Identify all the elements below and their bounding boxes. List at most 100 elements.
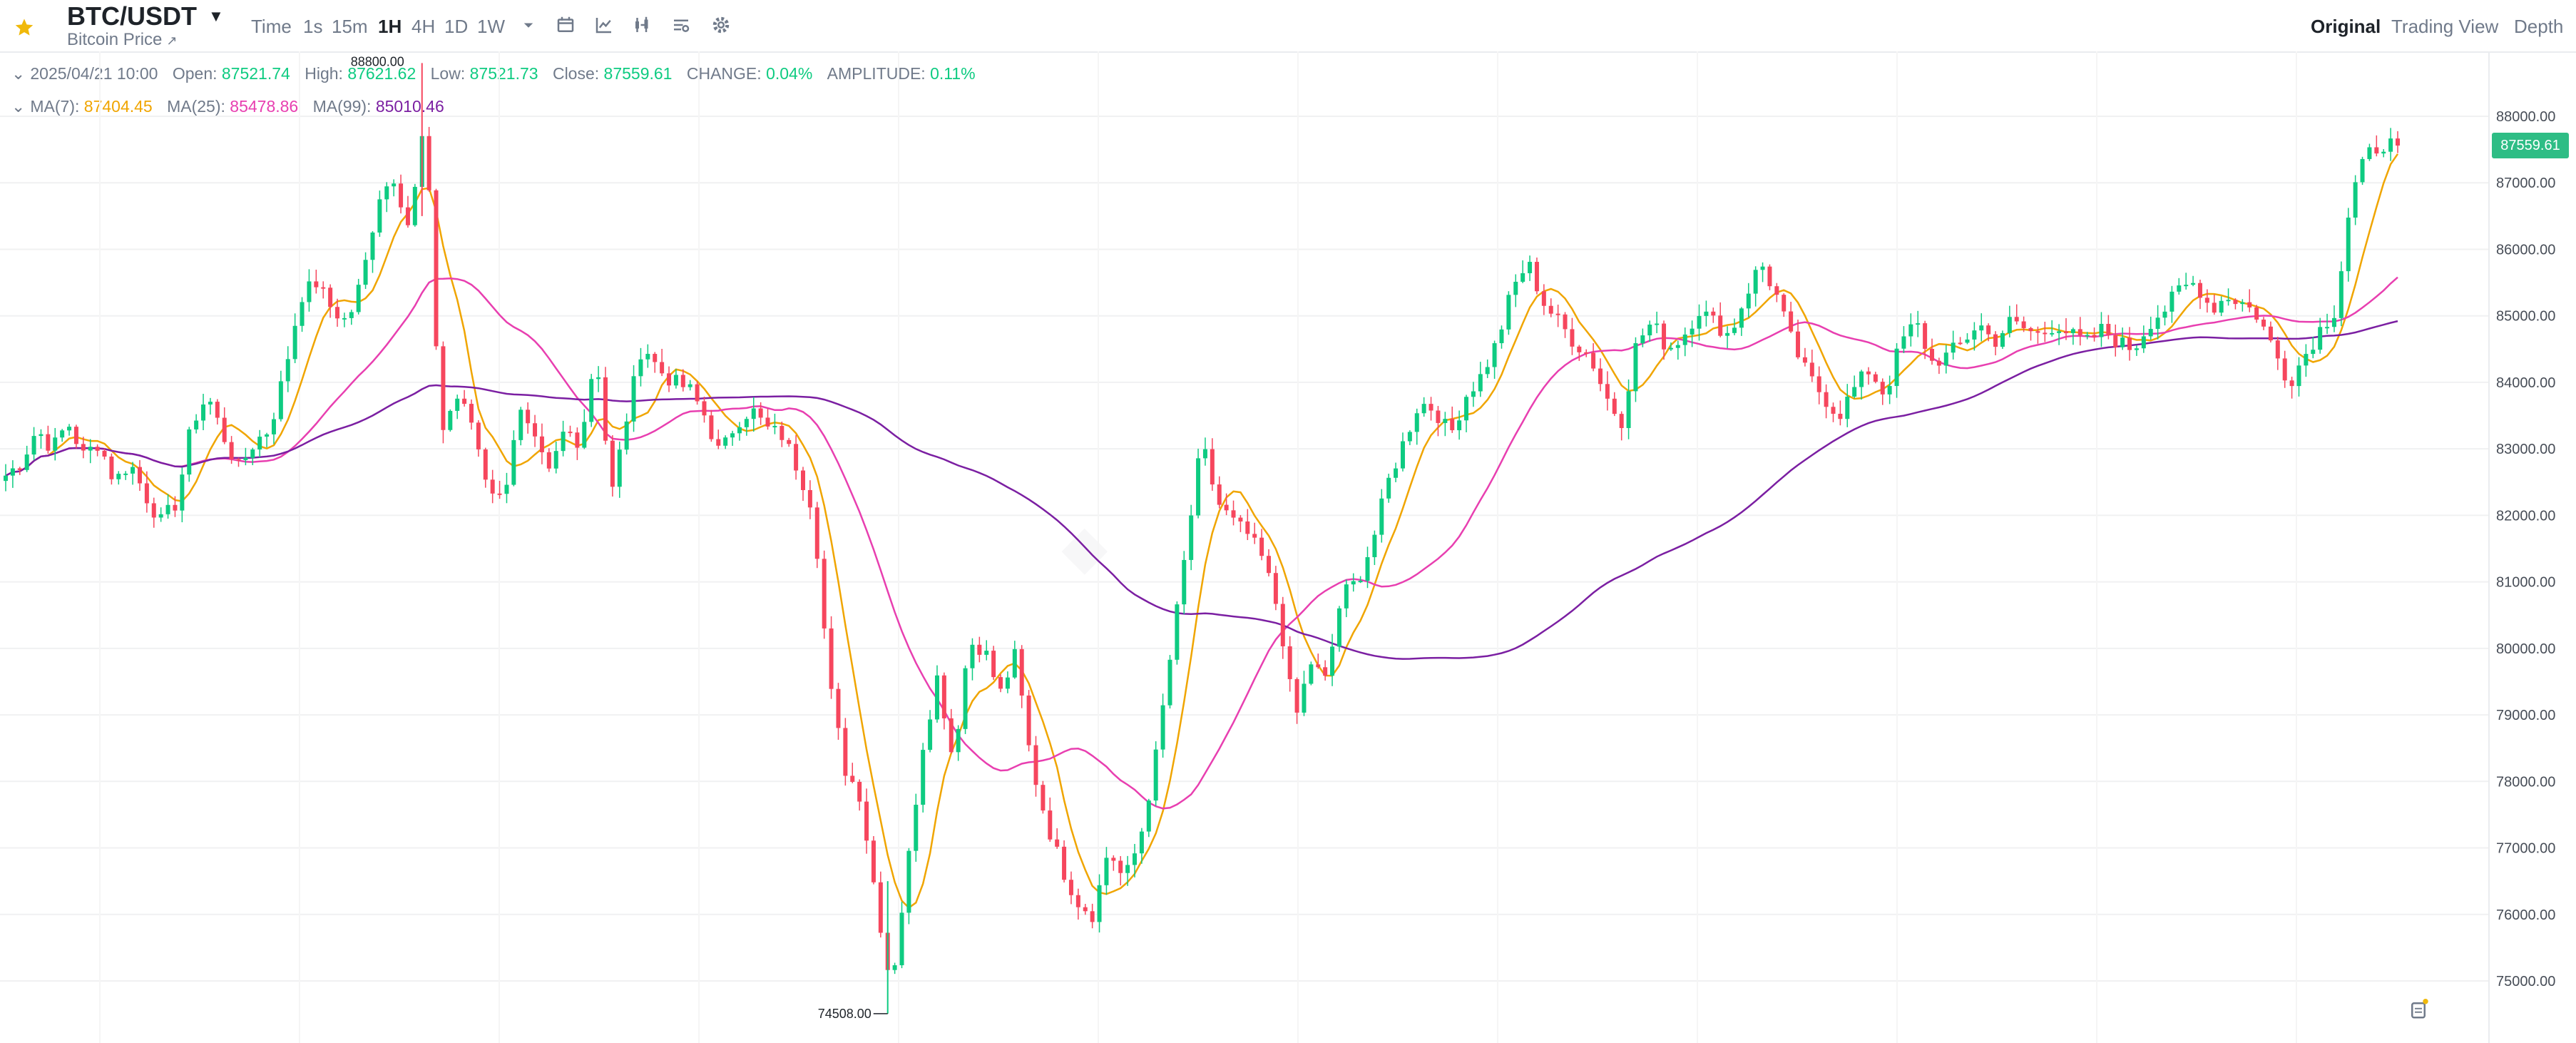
price-tick-label: 86000.00 xyxy=(2496,242,2555,258)
asset-subtitle[interactable]: Bitcoin Price ↗ xyxy=(67,30,177,50)
candles xyxy=(4,63,2400,1014)
candle-body xyxy=(1224,504,1229,511)
candlestick-chart[interactable]: 75000.00 76000.00 77000.00 78000.00 79000.00… xyxy=(0,51,2576,1043)
candle-body xyxy=(102,450,107,457)
candle-body xyxy=(1365,557,1370,581)
close-value: 87559.61 xyxy=(603,64,673,83)
caret-down-icon: ▼ xyxy=(208,7,224,25)
timeframe-time[interactable]: Time xyxy=(251,16,292,37)
candle-body xyxy=(1125,865,1130,873)
candle-body xyxy=(1111,858,1116,861)
tab-original[interactable]: Original xyxy=(2311,16,2381,37)
ma7-line xyxy=(5,153,2399,910)
candle-body xyxy=(1097,885,1102,922)
high-label: High: xyxy=(305,64,343,83)
candle-body xyxy=(1711,311,1716,316)
candle-body xyxy=(1471,391,1476,397)
timeframe-1s[interactable]: 1s xyxy=(303,16,323,37)
timeframe-1h[interactable]: 1H xyxy=(378,16,402,37)
candle-body xyxy=(695,384,700,402)
candle-body xyxy=(906,850,911,913)
candle-body xyxy=(1760,266,1765,270)
price-tick-label: 82000.00 xyxy=(2496,508,2555,524)
candle-body xyxy=(1068,880,1073,895)
candle-body xyxy=(2212,302,2217,313)
candle-body xyxy=(667,373,672,386)
candle-body xyxy=(1972,330,1977,340)
tab-trading-view[interactable]: Trading View xyxy=(2391,16,2499,37)
candle-body xyxy=(787,439,792,444)
candle-body xyxy=(2353,182,2358,218)
candle-body xyxy=(1019,648,1024,696)
candle-body xyxy=(928,719,933,751)
ma-info-line: ⌄ MA(7): 87404.45 MA(25): 85478.86 MA(99… xyxy=(11,97,444,116)
calendar-icon[interactable] xyxy=(555,14,576,36)
candle-body xyxy=(1175,604,1180,660)
candle-body xyxy=(589,379,594,422)
candle-body xyxy=(1309,664,1314,684)
timeframe-1d[interactable]: 1D xyxy=(444,16,469,37)
candle-body xyxy=(2275,340,2280,359)
layout-icon[interactable] xyxy=(670,14,692,36)
candle-body xyxy=(2261,319,2266,327)
candle-body xyxy=(1153,749,1158,801)
low-value: 87521.73 xyxy=(469,64,538,83)
candle-body xyxy=(2099,324,2104,337)
candle-body xyxy=(180,474,185,511)
candle-body xyxy=(1845,396,1850,419)
tab-depth[interactable]: Depth xyxy=(2514,16,2564,37)
candle-body xyxy=(631,376,636,422)
candle-body xyxy=(1146,800,1151,832)
candle-body xyxy=(1436,410,1441,423)
candle-body xyxy=(194,420,199,429)
candle-body xyxy=(1859,371,1864,387)
ma99-value: 85010.46 xyxy=(375,97,444,116)
more-timeframes-icon[interactable] xyxy=(518,14,539,36)
candle-body xyxy=(39,434,44,437)
star-icon[interactable] xyxy=(11,14,37,40)
timeframe-1w[interactable]: 1W xyxy=(477,16,505,37)
candle-body xyxy=(1457,420,1462,431)
candle-body xyxy=(1662,323,1667,350)
candle-body xyxy=(2141,336,2146,349)
settings-icon[interactable] xyxy=(710,14,732,36)
candle-body xyxy=(1294,678,1299,713)
ma25-value: 85478.86 xyxy=(230,97,299,116)
indicator-icon[interactable] xyxy=(593,14,615,36)
candle-body xyxy=(1189,515,1194,560)
candle-body xyxy=(2162,311,2167,318)
candle-body xyxy=(321,287,326,289)
candle-body xyxy=(349,312,354,318)
candle-body xyxy=(553,451,558,469)
price-tick-label: 83000.00 xyxy=(2496,442,2555,457)
candle-body xyxy=(335,307,340,319)
candle-body xyxy=(603,377,608,441)
candle-body xyxy=(737,427,742,434)
clipboard-icon[interactable] xyxy=(2408,999,2429,1020)
candle-body xyxy=(1323,667,1328,676)
candle-body xyxy=(265,434,270,437)
candle-body xyxy=(1908,324,1913,337)
candle-body xyxy=(1033,745,1038,785)
candle-body xyxy=(81,444,86,451)
candle-body xyxy=(1619,414,1624,429)
open-label: Open: xyxy=(172,64,218,83)
candle-body xyxy=(1753,270,1758,294)
pair-selector[interactable]: BTC/USDT ▼ xyxy=(67,1,224,31)
candle-body xyxy=(1443,419,1448,423)
candle-body xyxy=(1499,329,1504,344)
timeframe-4h[interactable]: 4H xyxy=(412,16,436,37)
candle-body xyxy=(1090,911,1095,922)
candle-type-icon[interactable] xyxy=(632,14,653,36)
candle-body xyxy=(2028,327,2033,332)
ohlc-date: 2025/04/21 10:00 xyxy=(30,64,158,83)
candle-body xyxy=(822,559,827,629)
candle-body xyxy=(1407,432,1412,442)
candle-body xyxy=(596,377,601,380)
candle-body xyxy=(709,415,714,439)
candle-body xyxy=(1534,262,1539,292)
candle-body xyxy=(1273,573,1278,604)
timeframe-15m[interactable]: 15m xyxy=(332,16,368,37)
candle-body xyxy=(399,183,404,208)
candle-body xyxy=(1133,853,1138,865)
